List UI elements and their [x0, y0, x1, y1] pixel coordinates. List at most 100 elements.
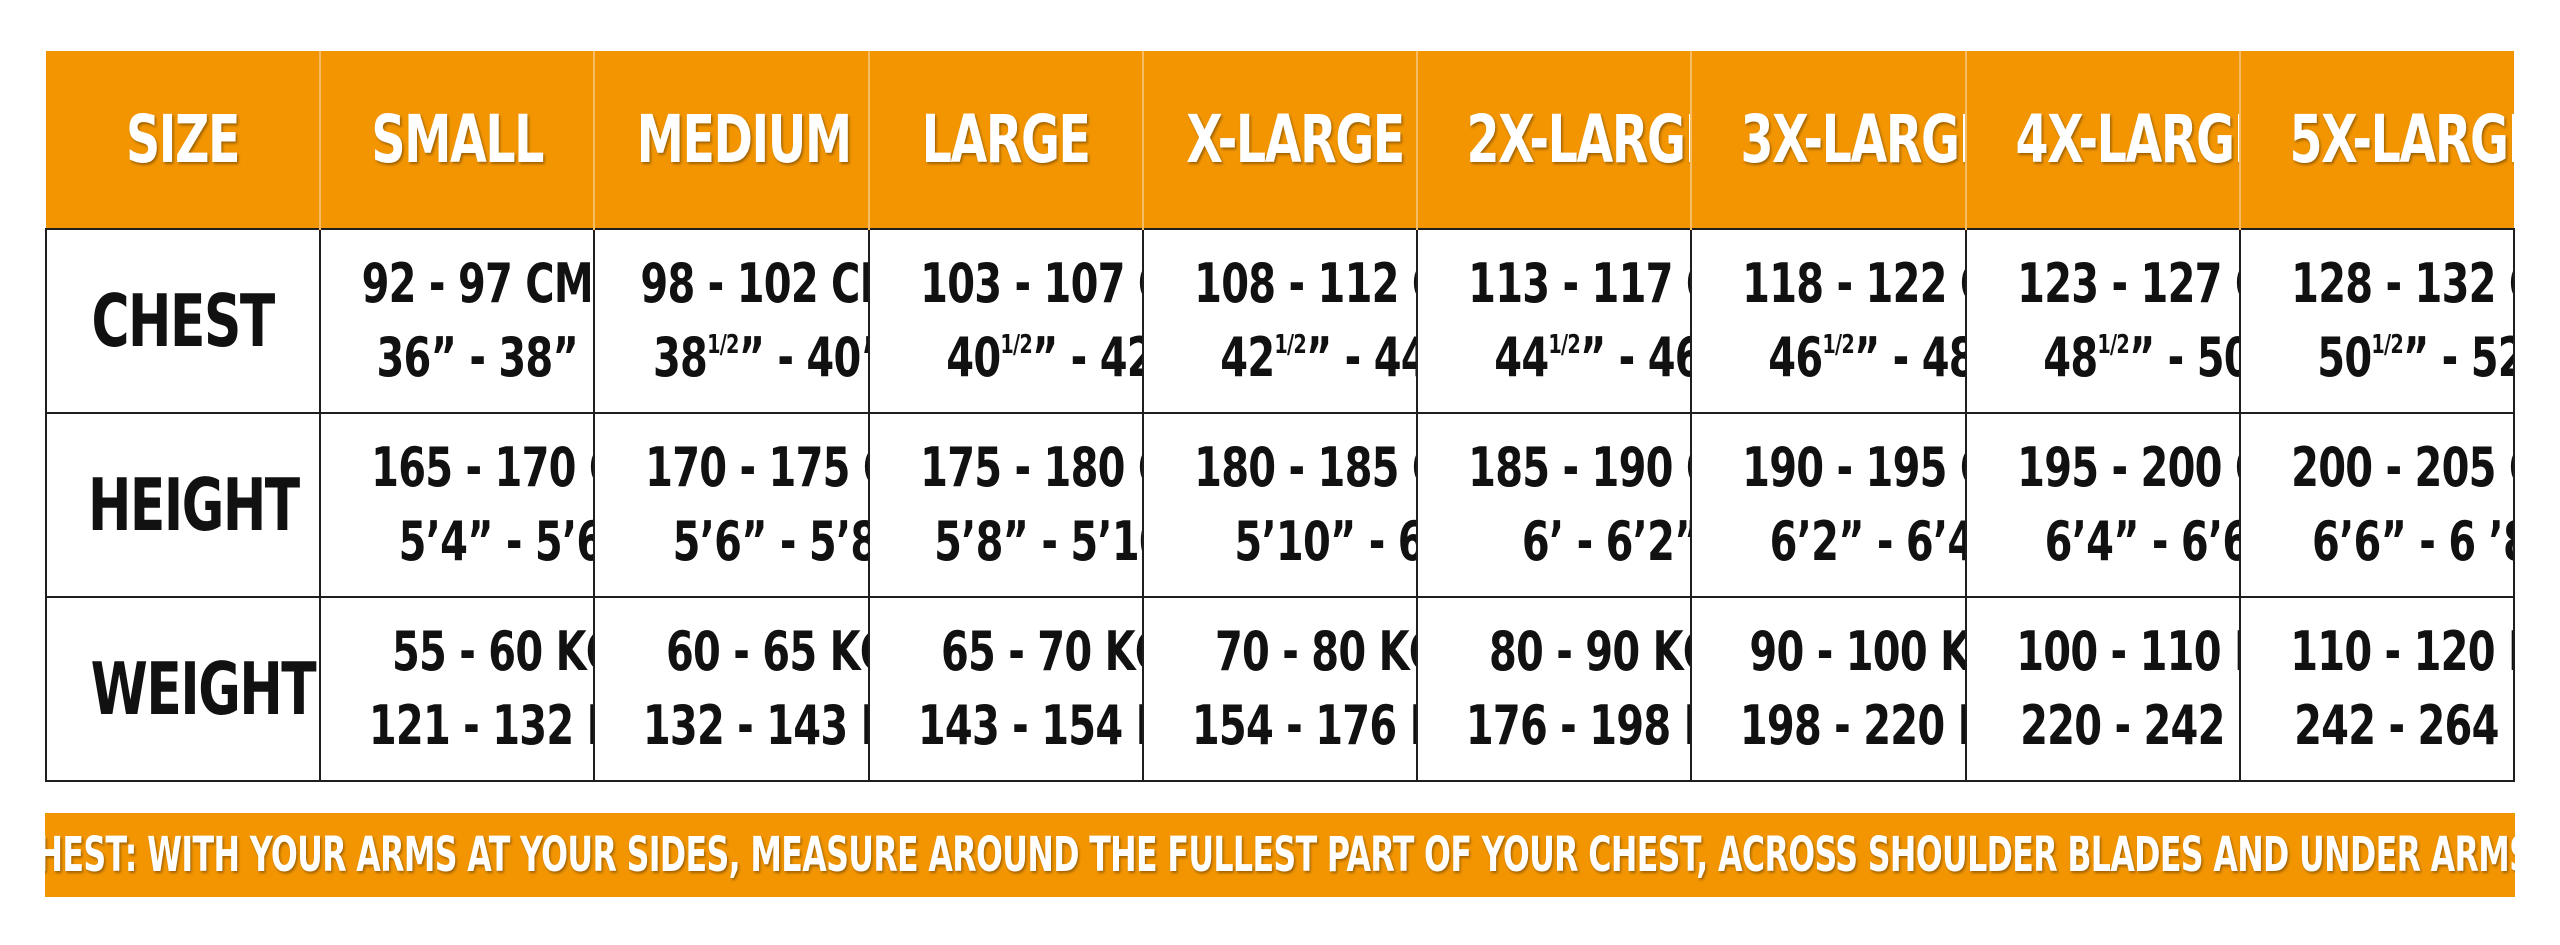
imperial-value: 36” - 38” [376, 326, 579, 389]
header-large-label: LARGE [921, 101, 1091, 178]
imperial-value: 5’8” - 5’10” [933, 510, 1141, 573]
metric-value: 113 - 117 CM [1468, 252, 1689, 315]
metric-value: 128 - 132 CM [2290, 252, 2512, 315]
table-cell: 175 - 180 CM 5’8” - 5’10” [867, 412, 1144, 598]
imperial-value: 381/2” - 40” [653, 326, 866, 389]
metric-value: 65 - 70 KG [940, 620, 1141, 683]
metric-value: 60 - 65 KG [666, 620, 866, 683]
header-x-large: X-LARGE [1142, 51, 1419, 229]
table-cell: 170 - 175 CM 5’6” - 5’8” [593, 412, 870, 598]
table-cell: 128 - 132 CM 501/2” - 52” [2238, 228, 2516, 414]
imperial-value: 6’2” - 6’4” [1769, 510, 1964, 573]
imperial-value: 5’4” - 5’6” [398, 510, 593, 573]
header-small: SMALL [320, 51, 596, 229]
header-medium: MEDIUM [594, 51, 870, 229]
header-3x-large-label: 3X-LARGE [1740, 101, 1966, 178]
table-cell: 190 - 195 CM 6’2” - 6’4” [1690, 412, 1967, 598]
metric-value: 190 - 195 CM [1742, 436, 1963, 499]
metric-value: 123 - 127 CM [2016, 252, 2238, 315]
row-label-text: HEIGHT [87, 463, 300, 547]
header-small-label: SMALL [371, 101, 545, 178]
metric-value: 175 - 180 CM [919, 436, 1141, 499]
imperial-value: 461/2” - 48” [1768, 326, 1964, 389]
table-cell: 55 - 60 KG 121 - 132 LB [319, 596, 596, 782]
row-label-text: WEIGHT [90, 647, 317, 731]
table-cell: 180 - 185 CM 5’10” - 6’ [1141, 412, 1419, 598]
imperial-value: 401/2” - 42” [945, 326, 1141, 389]
size-chart-table: SIZE SMALL MEDIUM LARGE X-LARGE 2X-LARGE… [44, 51, 2516, 782]
imperial-value: 198 - 220 LB [1740, 694, 1963, 757]
metric-value: 70 - 80 KG [1214, 620, 1415, 683]
header-medium-label: MEDIUM [637, 101, 853, 178]
row-label-chest: CHEST [44, 228, 322, 414]
header-3x-large: 3X-LARGE [1691, 51, 1967, 229]
imperial-value: 441/2” - 46” [1494, 326, 1689, 389]
header-2x-large-label: 2X-LARGE [1466, 101, 1692, 178]
imperial-value: 5’6” - 5’8” [673, 510, 867, 573]
metric-value: 55 - 60 KG [392, 620, 592, 683]
row-label-text: CHEST [91, 279, 276, 363]
imperial-value: 5’10” - 6’ [1234, 510, 1415, 573]
table-row-height: HEIGHT 165 - 170 CM 5’4” - 5’6” 170 - 175… [44, 412, 2516, 598]
table-cell: 60 - 65 KG 132 - 143 LB [593, 596, 870, 782]
row-label-weight: WEIGHT [44, 596, 322, 782]
footnote-banner: CHEST: WITH YOUR ARMS AT YOUR SIDES, MEA… [45, 813, 2515, 897]
table-cell: 113 - 117 CM 441/2” - 46” [1416, 228, 1693, 414]
table-cell: 108 - 112 CM 421/2” - 44” [1141, 228, 1419, 414]
imperial-value: 176 - 198 LB [1465, 694, 1689, 757]
header-x-large-label: X-LARGE [1186, 101, 1405, 178]
imperial-value: 132 - 143 LB [643, 694, 866, 757]
table-cell: 195 - 200 CM 6’4” - 6’6” [1964, 412, 2241, 598]
header-large: LARGE [868, 51, 1144, 229]
imperial-value: 220 - 242 LB [2019, 694, 2238, 757]
table-cell: 92 - 97 CM 36” - 38” [319, 228, 596, 414]
metric-value: 80 - 90 KG [1489, 620, 1689, 683]
header-5x-large-label: 5X-LARGE [2289, 101, 2514, 178]
header-5x-large: 5X-LARGE [2239, 51, 2514, 229]
table-cell: 118 - 122 CM 461/2” - 48” [1690, 228, 1967, 414]
table-cell: 98 - 102 CM 381/2” - 40” [593, 228, 870, 414]
imperial-value: 6’6” - 6 ’8” [2311, 510, 2512, 573]
metric-value: 170 - 175 CM [645, 436, 867, 499]
header-row: SIZE SMALL MEDIUM LARGE X-LARGE 2X-LARGE… [46, 51, 2514, 229]
imperial-value: 421/2” - 44” [1220, 326, 1415, 389]
metric-value: 103 - 107 CM [919, 252, 1141, 315]
imperial-value: 6’4” - 6’6” [2044, 510, 2238, 573]
imperial-value: 6’ - 6’2” [1522, 510, 1692, 573]
metric-value: 110 - 120 KG [2289, 620, 2512, 683]
header-size-label: SIZE [126, 101, 241, 178]
table-cell: 185 - 190 CM 6’ - 6’2” [1416, 412, 1693, 598]
imperial-value: 121 - 132 LB [369, 694, 592, 757]
table-cell: 110 - 120 KG 242 - 264 LB [2238, 596, 2516, 782]
table-cell: 103 - 107 CM 401/2” - 42” [867, 228, 1144, 414]
header-4x-large: 4X-LARGE [1965, 51, 2241, 229]
table-cell: 165 - 170 CM 5’4” - 5’6” [319, 412, 596, 598]
table-cell: 80 - 90 KG 176 - 198 LB [1416, 596, 1693, 782]
table-cell: 123 - 127 CM 481/2” - 50” [1964, 228, 2241, 414]
imperial-value: 242 - 264 LB [2293, 694, 2512, 757]
footnote-text: CHEST: WITH YOUR ARMS AT YOUR SIDES, MEA… [45, 827, 2515, 883]
metric-value: 195 - 200 CM [2016, 436, 2238, 499]
metric-value: 98 - 102 CM [640, 252, 867, 315]
header-size: SIZE [46, 51, 322, 229]
metric-value: 165 - 170 CM [371, 436, 592, 499]
table-cell: 70 - 80 KG 154 - 176 LB [1141, 596, 1419, 782]
metric-value: 92 - 97 CM [361, 252, 594, 315]
metric-value: 185 - 190 CM [1468, 436, 1689, 499]
metric-value: 100 - 110 KG [2015, 620, 2238, 683]
metric-value: 108 - 112 CM [1194, 252, 1415, 315]
row-label-height: HEIGHT [44, 412, 322, 598]
metric-value: 180 - 185 CM [1194, 436, 1415, 499]
table-cell: 65 - 70 KG 143 - 154 LB [867, 596, 1144, 782]
imperial-value: 154 - 176 LB [1191, 694, 1415, 757]
header-4x-large-label: 4X-LARGE [2014, 101, 2240, 178]
metric-value: 118 - 122 CM [1742, 252, 1963, 315]
table-row-chest: CHEST 92 - 97 CM 36” - 38” 98 - 102 CM 381… [44, 228, 2516, 414]
imperial-value: 143 - 154 LB [917, 694, 1140, 757]
metric-value: 90 - 100 KG [1749, 620, 1964, 683]
header-2x-large: 2X-LARGE [1417, 51, 1693, 229]
table-cell: 100 - 110 KG 220 - 242 LB [1964, 596, 2241, 782]
table-cell: 200 - 205 CM 6’6” - 6 ’8” [2238, 412, 2516, 598]
table-cell: 90 - 100 KG 198 - 220 LB [1690, 596, 1967, 782]
metric-value: 200 - 205 CM [2290, 436, 2512, 499]
